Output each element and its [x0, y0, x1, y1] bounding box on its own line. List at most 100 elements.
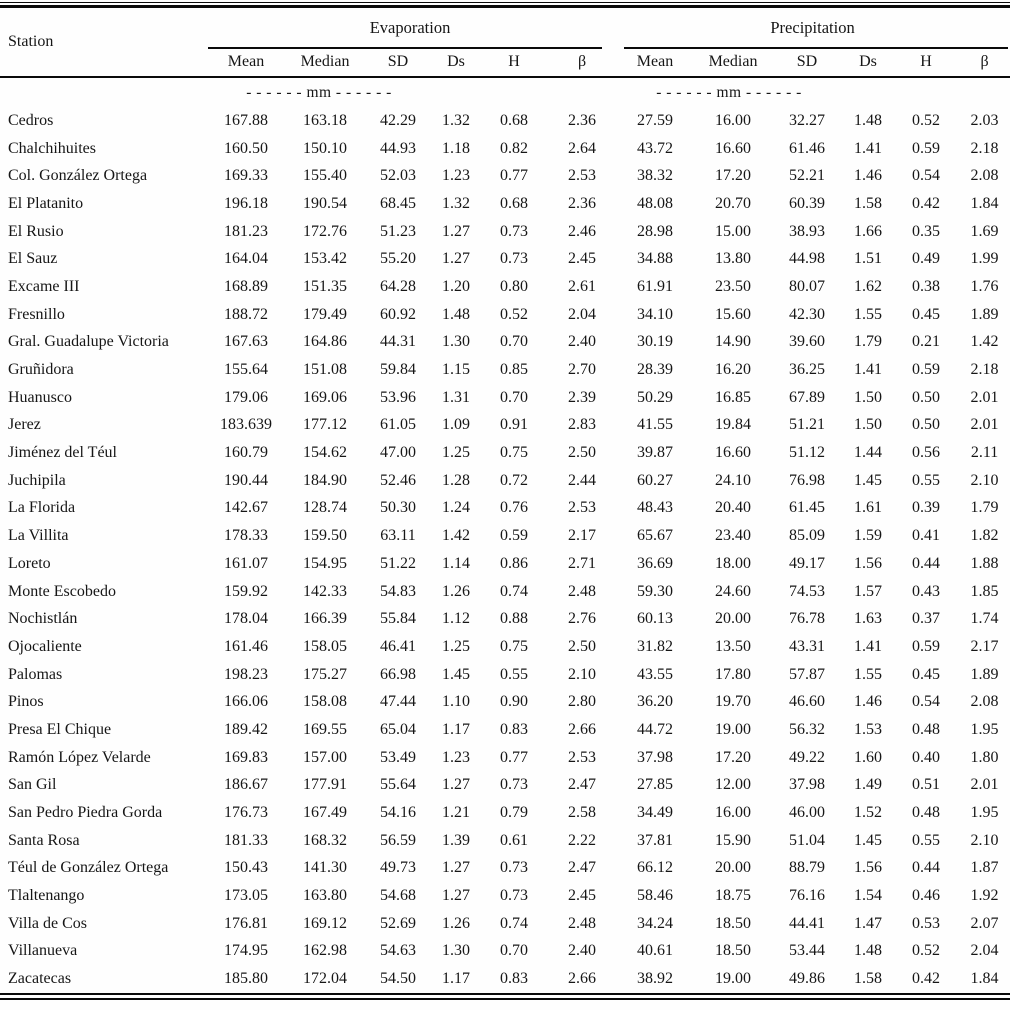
value-cell: 1.25	[442, 444, 470, 462]
value-cell: 0.72	[500, 471, 528, 489]
value-cell: 42.29	[380, 111, 416, 129]
value-cell: 54.16	[380, 804, 416, 822]
value-cell: 0.45	[912, 665, 941, 683]
value-cell: 0.74	[500, 914, 528, 932]
value-cell: 169.06	[303, 388, 347, 406]
station-cell: Excame III	[8, 277, 80, 295]
value-cell: 19.00	[715, 970, 752, 988]
value-cell: 176.73	[224, 804, 268, 822]
value-cell: 153.42	[303, 250, 347, 268]
value-cell: 1.27	[442, 887, 470, 905]
value-cell: 20.00	[715, 610, 752, 628]
station-cell: Nochistlán	[8, 610, 78, 628]
value-cell: 63.11	[380, 527, 416, 545]
station-cell: Palomas	[8, 665, 63, 683]
col-header-precip-sd: SD	[771, 49, 844, 78]
table-row: Excame III 168.89 151.35 64.28 1.20 0.80 2.61 6…	[0, 273, 1010, 301]
value-cell: 51.22	[380, 554, 416, 572]
value-cell: 0.80	[500, 277, 528, 295]
table-row: Fresnillo 188.72 179.49 60.92 1.48 0.52 2.04 34…	[0, 301, 1010, 329]
value-cell: 1.48	[854, 111, 883, 129]
value-cell: 154.95	[303, 554, 347, 572]
value-cell: 16.00	[715, 111, 752, 129]
value-cell: 2.39	[568, 388, 596, 406]
value-cell: 1.52	[854, 804, 883, 822]
value-cell: 0.56	[912, 444, 941, 462]
value-cell: 80.07	[789, 277, 826, 295]
table-row: Nochistlán 178.04 166.39 55.84 1.12 0.88 2.76 6…	[0, 605, 1010, 633]
value-cell: 158.05	[303, 637, 347, 655]
value-cell: 179.06	[224, 388, 268, 406]
value-cell: 0.51	[912, 776, 941, 794]
value-cell: 1.44	[854, 444, 883, 462]
value-cell: 2.04	[970, 942, 999, 960]
value-cell: 65.04	[380, 720, 416, 738]
value-cell: 42.30	[789, 305, 826, 323]
value-cell: 0.55	[500, 665, 528, 683]
value-cell: 74.53	[789, 582, 826, 600]
value-cell: 53.44	[789, 942, 826, 960]
value-cell: 1.10	[442, 693, 470, 711]
value-cell: 0.70	[500, 942, 528, 960]
value-cell: 61.05	[380, 416, 416, 434]
value-cell: 160.50	[224, 139, 268, 157]
value-cell: 2.83	[568, 416, 596, 434]
station-cell: Monte Escobedo	[8, 582, 116, 600]
value-cell: 2.03	[970, 111, 999, 129]
value-cell: 160.79	[224, 444, 268, 462]
value-cell: 2.48	[568, 582, 596, 600]
value-cell: 1.47	[854, 914, 883, 932]
value-cell: 16.60	[715, 139, 752, 157]
value-cell: 47.44	[380, 693, 416, 711]
value-cell: 54.83	[380, 582, 416, 600]
value-cell: 14.90	[715, 333, 752, 351]
value-cell: 0.52	[500, 305, 528, 323]
station-cell: Presa El Chique	[8, 720, 112, 738]
units-label-evaporation: - - - - - - mm - - - - - -	[246, 83, 392, 101]
value-cell: 68.45	[380, 194, 416, 212]
value-cell: 49.17	[789, 554, 826, 572]
value-cell: 1.89	[970, 305, 999, 323]
value-cell: 188.72	[224, 305, 268, 323]
value-cell: 1.28	[442, 471, 470, 489]
value-cell: 0.82	[500, 139, 528, 157]
value-cell: 0.85	[500, 361, 528, 379]
value-cell: 0.76	[500, 499, 528, 517]
value-cell: 0.77	[500, 167, 528, 185]
value-cell: 2.17	[568, 527, 596, 545]
table-row: Pinos 166.06 158.08 47.44 1.10 0.90 2.80 36.20 1…	[0, 688, 1010, 716]
value-cell: 2.11	[970, 444, 999, 462]
value-cell: 1.27	[442, 222, 470, 240]
value-cell: 46.60	[789, 693, 826, 711]
table-row: Col. González Ortega 169.33 155.40 52.03 1.2…	[0, 162, 1010, 190]
value-cell: 0.53	[912, 914, 941, 932]
value-cell: 2.66	[568, 970, 596, 988]
value-cell: 178.33	[224, 527, 268, 545]
station-cell: Pinos	[8, 693, 44, 711]
value-cell: 176.81	[224, 914, 268, 932]
value-cell: 18.75	[715, 887, 752, 905]
station-cell: Zacatecas	[8, 970, 72, 988]
value-cell: 51.04	[789, 831, 826, 849]
value-cell: 2.07	[970, 914, 999, 932]
value-cell: 16.20	[715, 361, 752, 379]
value-cell: 0.59	[912, 637, 941, 655]
value-cell: 1.41	[854, 637, 883, 655]
value-cell: 23.40	[715, 527, 752, 545]
value-cell: 18.50	[715, 914, 752, 932]
value-cell: 1.42	[970, 333, 999, 351]
col-header-precip-beta: β	[959, 49, 1010, 78]
station-cell: Juchipila	[8, 471, 66, 489]
value-cell: 0.52	[912, 942, 941, 960]
value-cell: 183.639	[220, 416, 272, 434]
value-cell: 163.18	[303, 111, 347, 129]
value-cell: 2.80	[568, 693, 596, 711]
value-cell: 51.21	[789, 416, 826, 434]
value-cell: 2.17	[970, 637, 999, 655]
value-cell: 1.80	[970, 748, 999, 766]
value-cell: 2.01	[970, 388, 999, 406]
table-row: San Pedro Piedra Gorda 176.73 167.49 54.16 1…	[0, 799, 1010, 827]
station-cell: Huanusco	[8, 388, 72, 406]
station-cell: El Sauz	[8, 250, 58, 268]
